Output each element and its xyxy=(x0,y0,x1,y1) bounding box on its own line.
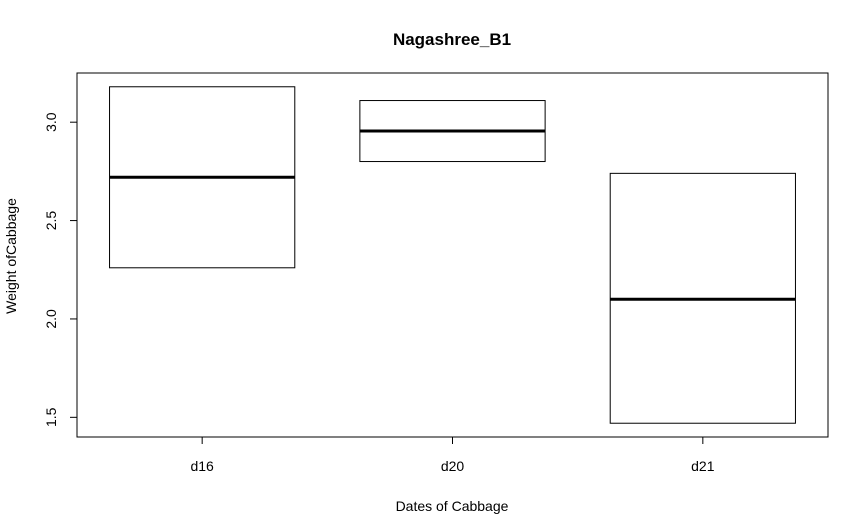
x-tick-label: d21 xyxy=(691,458,715,474)
y-tick-label: 1.5 xyxy=(43,407,59,427)
y-tick-label: 3.0 xyxy=(43,112,59,132)
boxes-group xyxy=(109,86,796,424)
x-axis-label: Dates of Cabbage xyxy=(396,498,509,514)
x-tick-label: d16 xyxy=(190,458,214,474)
y-axis: 1.5 2.0 2.5 3.0 xyxy=(43,112,77,427)
x-axis: d16 d20 d21 xyxy=(190,437,715,474)
x-tick-label: d20 xyxy=(441,458,465,474)
chart-title: Nagashree_B1 xyxy=(393,30,511,49)
plot-frame xyxy=(76,72,829,438)
y-axis-label: Weight ofCabbage xyxy=(3,198,19,314)
y-tick-label: 2.0 xyxy=(43,309,59,329)
y-tick-label: 2.5 xyxy=(43,211,59,231)
